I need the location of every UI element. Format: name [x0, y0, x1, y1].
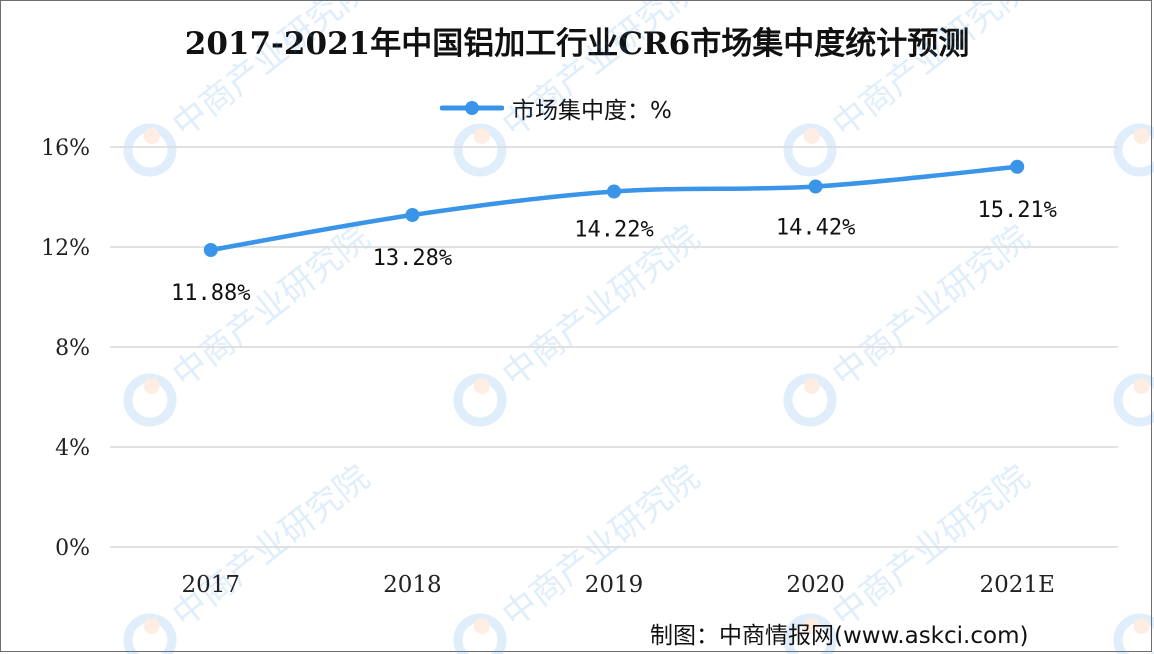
watermark-logo-dot — [1133, 377, 1150, 394]
legend-label: 市场集中度：% — [512, 98, 672, 124]
y-tick-label: 16% — [41, 136, 90, 161]
watermark-text: 中商产业研究院 — [825, 0, 1037, 146]
watermark-logo-dot — [473, 127, 490, 144]
watermark-text: 中商产业研究院 — [495, 218, 707, 396]
watermark-logo-dot — [803, 617, 820, 634]
watermark-text: 中商产业研究院 — [495, 0, 707, 146]
watermark: 中商产业研究院 — [453, 0, 707, 177]
data-label: 11.88% — [171, 281, 250, 306]
watermark-logo-icon — [1113, 123, 1154, 177]
data-point — [607, 184, 621, 199]
data-label: 14.22% — [574, 218, 653, 243]
y-tick-label: 12% — [41, 236, 90, 261]
watermark-logo-dot — [143, 617, 160, 634]
x-tick-label: 2019 — [585, 572, 644, 598]
y-tick-label: 0% — [55, 536, 90, 561]
watermark-logo-icon — [783, 123, 837, 177]
x-tick-label: 2021E — [980, 572, 1055, 598]
y-tick-label: 4% — [55, 436, 90, 461]
watermark-logo-dot — [473, 377, 490, 394]
data-label: 14.42% — [776, 216, 855, 241]
watermark-logo-icon — [453, 373, 507, 427]
data-point — [405, 208, 420, 222]
x-tick-label: 2018 — [383, 572, 442, 598]
watermark: 中商产业研究院 — [1113, 123, 1154, 177]
watermark-text: 中商产业研究院 — [825, 218, 1037, 396]
watermark-logo-icon — [123, 373, 177, 427]
data-point — [1010, 159, 1025, 174]
watermark: 中商产业研究院 — [783, 0, 1037, 177]
watermark-logo-icon — [453, 123, 507, 177]
source-credit: 制图：中商情报网(www.askci.com) — [650, 623, 1029, 649]
data-point — [808, 179, 823, 194]
chart-title: 2017-2021年中国铝加工行业CR6市场集中度统计预测 — [184, 26, 970, 62]
watermark-logo-dot — [1133, 127, 1150, 144]
watermark-logo-icon — [783, 373, 837, 427]
watermark: 中商产业研究院 — [1113, 613, 1154, 654]
watermark-logo-icon — [1113, 373, 1154, 427]
y-tick-label: 8% — [55, 336, 90, 361]
watermark-logo-dot — [143, 377, 160, 394]
watermark-logo-dot — [143, 127, 160, 144]
data-label: 13.28% — [373, 246, 452, 271]
data-point — [203, 243, 218, 257]
x-tick-label: 2017 — [182, 572, 241, 598]
watermark-logo-dot — [473, 617, 490, 634]
watermark-logo-dot — [803, 377, 820, 394]
watermark: 中商产业研究院 — [123, 458, 377, 654]
data-label: 15.21% — [977, 198, 1056, 223]
watermark-logo-dot — [1133, 617, 1150, 634]
watermark-text: 中商产业研究院 — [165, 0, 377, 146]
legend-line-marker — [439, 90, 505, 126]
legend: 市场集中度：% — [439, 90, 672, 126]
watermark-logo-icon — [123, 123, 177, 177]
watermark-text: 中商产业研究院 — [165, 218, 377, 396]
watermark-logo-dot — [803, 127, 820, 144]
watermark: 中商产业研究院 — [123, 0, 377, 177]
x-tick-label: 2020 — [786, 572, 845, 598]
